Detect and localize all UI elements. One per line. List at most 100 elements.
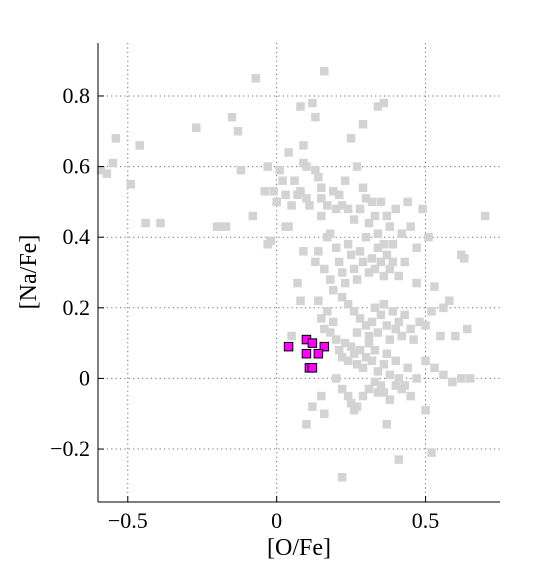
data-point — [337, 352, 347, 362]
data-point — [376, 197, 386, 207]
data-point — [397, 331, 406, 341]
data-point — [436, 331, 445, 341]
data-point — [326, 328, 335, 337]
data-point — [331, 243, 341, 253]
data-point — [352, 328, 362, 337]
data-point — [364, 384, 374, 394]
data-point — [314, 247, 323, 256]
data-point — [385, 264, 395, 274]
data-point — [382, 250, 392, 260]
data-point — [376, 381, 386, 390]
data-point — [102, 169, 112, 178]
data-point — [343, 300, 353, 309]
data-point — [287, 331, 296, 341]
data-point — [427, 307, 436, 316]
data-point — [361, 352, 371, 362]
data-point — [290, 176, 299, 185]
data-point — [272, 197, 281, 207]
data-point — [281, 190, 290, 200]
data-point — [287, 201, 296, 210]
data-point — [108, 158, 118, 168]
data-point — [337, 268, 347, 277]
data-point — [320, 409, 329, 418]
data-point — [281, 222, 290, 231]
data-point — [313, 348, 324, 359]
data-point — [370, 211, 380, 221]
data-point — [302, 194, 311, 203]
data-point — [323, 201, 332, 210]
data-point — [373, 367, 383, 376]
data-point — [457, 374, 466, 383]
data-point — [358, 391, 368, 401]
data-point — [385, 395, 395, 404]
data-point — [293, 278, 302, 288]
data-point — [439, 303, 448, 313]
data-point — [370, 377, 380, 387]
data-point — [263, 240, 272, 249]
data-point — [364, 331, 374, 341]
data-point — [373, 229, 383, 238]
data-point — [346, 398, 356, 408]
data-point — [307, 338, 318, 348]
data-point — [379, 98, 389, 108]
data-point — [311, 112, 320, 122]
data-point — [192, 123, 201, 132]
data-point — [418, 204, 427, 214]
data-point — [388, 240, 398, 249]
data-point — [156, 218, 165, 228]
data-point — [448, 377, 457, 387]
data-point — [340, 338, 350, 348]
data-point — [465, 374, 475, 383]
data-point — [376, 257, 386, 267]
data-point — [212, 222, 222, 231]
data-point — [126, 179, 136, 189]
data-point — [379, 271, 389, 281]
data-point — [349, 215, 359, 224]
x-tick-label: 0 — [271, 508, 282, 533]
data-point — [343, 240, 353, 249]
data-point — [334, 190, 344, 200]
data-point — [373, 388, 383, 397]
data-point — [251, 74, 261, 83]
data-point — [412, 374, 421, 383]
data-point — [367, 254, 377, 263]
data-point — [451, 331, 460, 341]
data-point — [317, 194, 326, 203]
data-point — [328, 285, 338, 295]
data-point — [421, 356, 430, 366]
data-point — [358, 257, 368, 267]
data-point — [248, 211, 258, 221]
data-point — [317, 391, 326, 401]
data-point — [373, 328, 383, 337]
data-point — [352, 360, 362, 369]
data-point — [320, 264, 329, 274]
data-point — [135, 141, 144, 150]
series-magenta-points — [283, 334, 330, 373]
data-point — [394, 455, 404, 464]
data-point — [370, 303, 380, 313]
data-point — [334, 257, 344, 267]
data-point — [397, 384, 406, 394]
data-point — [337, 201, 347, 210]
data-point — [382, 211, 392, 221]
data-point — [394, 374, 404, 383]
data-point — [382, 321, 392, 330]
data-point — [227, 112, 237, 122]
data-point — [391, 204, 401, 214]
data-point — [296, 187, 305, 196]
data-point — [302, 162, 311, 171]
data-point — [373, 102, 383, 111]
data-point — [111, 134, 121, 143]
data-point — [299, 141, 308, 150]
data-point — [394, 317, 404, 327]
series-gray-points — [96, 67, 490, 482]
data-point — [355, 314, 365, 323]
y-tick-label: 0 — [79, 365, 90, 390]
data-point — [269, 187, 278, 196]
data-point — [343, 356, 353, 366]
x-axis-title: [O/Fe] — [267, 535, 331, 561]
data-point — [317, 314, 326, 323]
data-point — [385, 335, 395, 344]
